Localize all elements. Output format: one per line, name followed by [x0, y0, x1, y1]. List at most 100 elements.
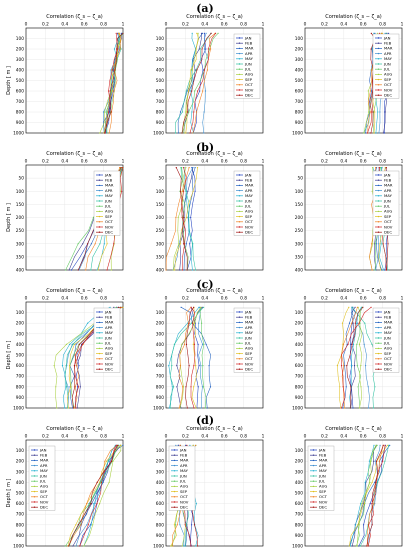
- legend-label: SEP: [384, 214, 392, 219]
- series-point: [194, 167, 196, 169]
- series-point: [109, 306, 111, 308]
- legend-marker: [33, 475, 36, 477]
- series-point: [116, 32, 119, 34]
- series-point: [358, 524, 360, 526]
- series-point: [352, 407, 354, 409]
- legend-marker: [312, 449, 315, 451]
- legend-label: MAR: [384, 46, 393, 51]
- legend-label: NOV: [245, 361, 254, 366]
- series-point: [362, 306, 364, 308]
- series-point: [195, 69, 197, 71]
- series-point: [373, 503, 375, 505]
- series-point: [68, 269, 70, 271]
- series-point: [75, 545, 77, 547]
- series-point: [190, 90, 192, 92]
- series-point: [83, 545, 85, 547]
- x-tick-label: 0: [165, 159, 168, 165]
- legend-marker: [98, 189, 101, 192]
- legend-label: MAY: [384, 56, 393, 61]
- series-point: [388, 32, 390, 34]
- series-point: [71, 407, 74, 409]
- series-point: [367, 545, 369, 547]
- series-point: [193, 111, 195, 113]
- x-tick-label: 0.4: [201, 159, 208, 165]
- y-tick-label: 300: [295, 469, 303, 475]
- x-tick-label: 1: [401, 296, 404, 302]
- y-tick-label: 800: [295, 522, 303, 528]
- legend-marker: [377, 78, 380, 81]
- series-line-oct: [366, 445, 384, 547]
- y-tick-label: 300: [156, 57, 164, 63]
- legend-label: JAN: [383, 309, 391, 314]
- series-point: [209, 386, 212, 388]
- series-point: [177, 216, 179, 219]
- legend-label: SEP: [384, 77, 392, 82]
- legend-marker: [377, 195, 380, 197]
- legend-label: APR: [105, 188, 113, 193]
- y-tick-label: 300: [156, 331, 164, 337]
- series-point: [170, 545, 172, 547]
- legend-marker: [173, 485, 176, 488]
- series-point: [375, 132, 377, 134]
- y-tick-label: 700: [295, 512, 303, 518]
- series-point: [375, 481, 377, 483]
- x-tick-label: 0.6: [360, 22, 367, 28]
- legend-label: JUL: [244, 204, 252, 209]
- series-point: [90, 269, 92, 271]
- series-point: [356, 306, 358, 308]
- legend-marker: [377, 368, 380, 370]
- series-point: [182, 386, 184, 388]
- series-point: [363, 343, 365, 345]
- series-point: [66, 407, 68, 409]
- legend-marker: [377, 94, 380, 96]
- series-point: [374, 111, 376, 113]
- series-point: [122, 444, 124, 446]
- legend-marker: [238, 332, 241, 334]
- series-point: [72, 407, 74, 409]
- legend-marker: [377, 321, 380, 324]
- y-tick-label: 200: [156, 321, 164, 327]
- series-point: [179, 269, 181, 271]
- series-line-sep: [185, 33, 199, 134]
- legend-label: OCT: [245, 219, 254, 224]
- series-point: [206, 69, 208, 71]
- legend-marker: [377, 205, 380, 207]
- series-point: [64, 545, 66, 547]
- y-tick-label: 400: [16, 342, 24, 348]
- series-point: [184, 343, 186, 345]
- series-point: [189, 132, 191, 134]
- y-tick-label: 100: [156, 189, 164, 195]
- legend-label: JUN: [318, 473, 326, 478]
- legend-marker: [98, 332, 101, 334]
- series-point: [180, 306, 182, 308]
- series-point: [382, 460, 384, 462]
- legend-label: AUG: [384, 346, 392, 351]
- series-point: [80, 524, 82, 526]
- legend-label: SEP: [105, 214, 113, 219]
- series-point: [368, 460, 370, 462]
- series-point: [190, 216, 192, 219]
- y-tick-label: 300: [295, 331, 303, 337]
- legend-box: [307, 445, 335, 511]
- legend-marker: [377, 68, 380, 70]
- series-point: [381, 269, 383, 271]
- y-tick-label: 1000: [153, 131, 164, 137]
- legend-box: [28, 445, 56, 511]
- legend-label: JUN: [244, 198, 252, 203]
- series-line-dec: [104, 33, 124, 134]
- y-tick-label: 400: [16, 268, 24, 274]
- chart-panel: Correlation (ζ_s − ζ_a) 0 0.2 0.4 0.6 0.8 1 100…: [153, 14, 265, 137]
- series-point: [339, 386, 341, 388]
- series-point: [197, 90, 199, 92]
- series-point: [342, 343, 344, 345]
- series-point: [191, 524, 193, 526]
- series-point: [366, 545, 368, 547]
- y-tick-label: 600: [295, 363, 303, 369]
- series-point: [384, 269, 386, 271]
- series-point: [77, 269, 79, 271]
- series-point: [344, 407, 346, 409]
- series-point: [195, 111, 198, 113]
- series-point: [69, 365, 71, 367]
- series-point: [386, 444, 388, 446]
- x-tick-label: 0.2: [42, 434, 49, 440]
